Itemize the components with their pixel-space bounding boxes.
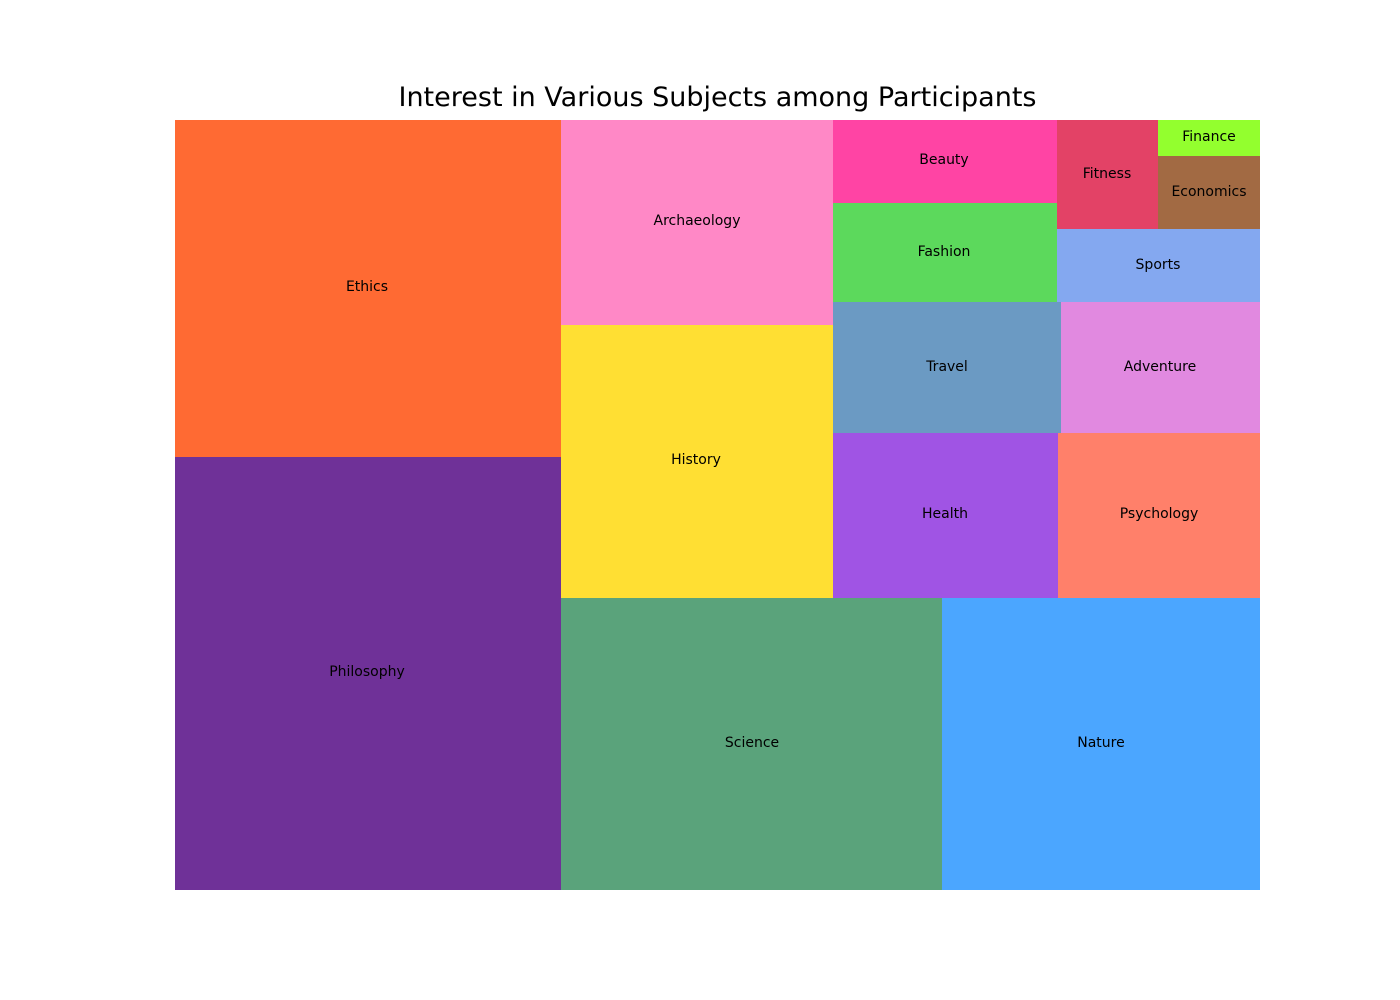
tile-label-beauty: Beauty: [919, 152, 968, 168]
tile-label-history: History: [671, 452, 721, 468]
tile-label-science: Science: [725, 735, 779, 751]
tile-psychology: [1058, 433, 1260, 598]
tile-label-economics: Economics: [1171, 184, 1246, 200]
tile-science: [561, 598, 942, 890]
tile-fitness: [1057, 120, 1158, 229]
tile-label-fitness: Fitness: [1083, 166, 1132, 182]
tile-archaeology: [561, 120, 833, 325]
tile-label-archaeology: Archaeology: [654, 213, 741, 229]
tile-label-psychology: Psychology: [1120, 506, 1199, 522]
tile-travel: [833, 302, 1061, 433]
tile-health: [833, 433, 1058, 598]
tile-nature: [942, 598, 1260, 890]
tile-label-health: Health: [922, 506, 968, 522]
tile-adventure: [1061, 302, 1260, 433]
tile-label-adventure: Adventure: [1124, 359, 1196, 375]
tile-history: [561, 325, 833, 598]
tile-label-finance: Finance: [1182, 129, 1236, 145]
tile-sports: [1057, 229, 1260, 302]
tile-label-sports: Sports: [1136, 257, 1181, 273]
tile-ethics: [175, 120, 561, 457]
tile-economics: [1158, 156, 1260, 229]
tile-beauty: [833, 120, 1057, 203]
chart-title: Interest in Various Subjects among Parti…: [398, 82, 1037, 113]
tile-label-travel: Travel: [925, 359, 968, 375]
tile-philosophy: [175, 457, 561, 890]
tile-finance: [1158, 120, 1260, 156]
tile-label-nature: Nature: [1077, 735, 1124, 751]
tile-label-fashion: Fashion: [918, 244, 971, 260]
tile-label-philosophy: Philosophy: [329, 664, 405, 680]
tile-fashion: [833, 203, 1057, 302]
tile-label-ethics: Ethics: [346, 279, 388, 295]
